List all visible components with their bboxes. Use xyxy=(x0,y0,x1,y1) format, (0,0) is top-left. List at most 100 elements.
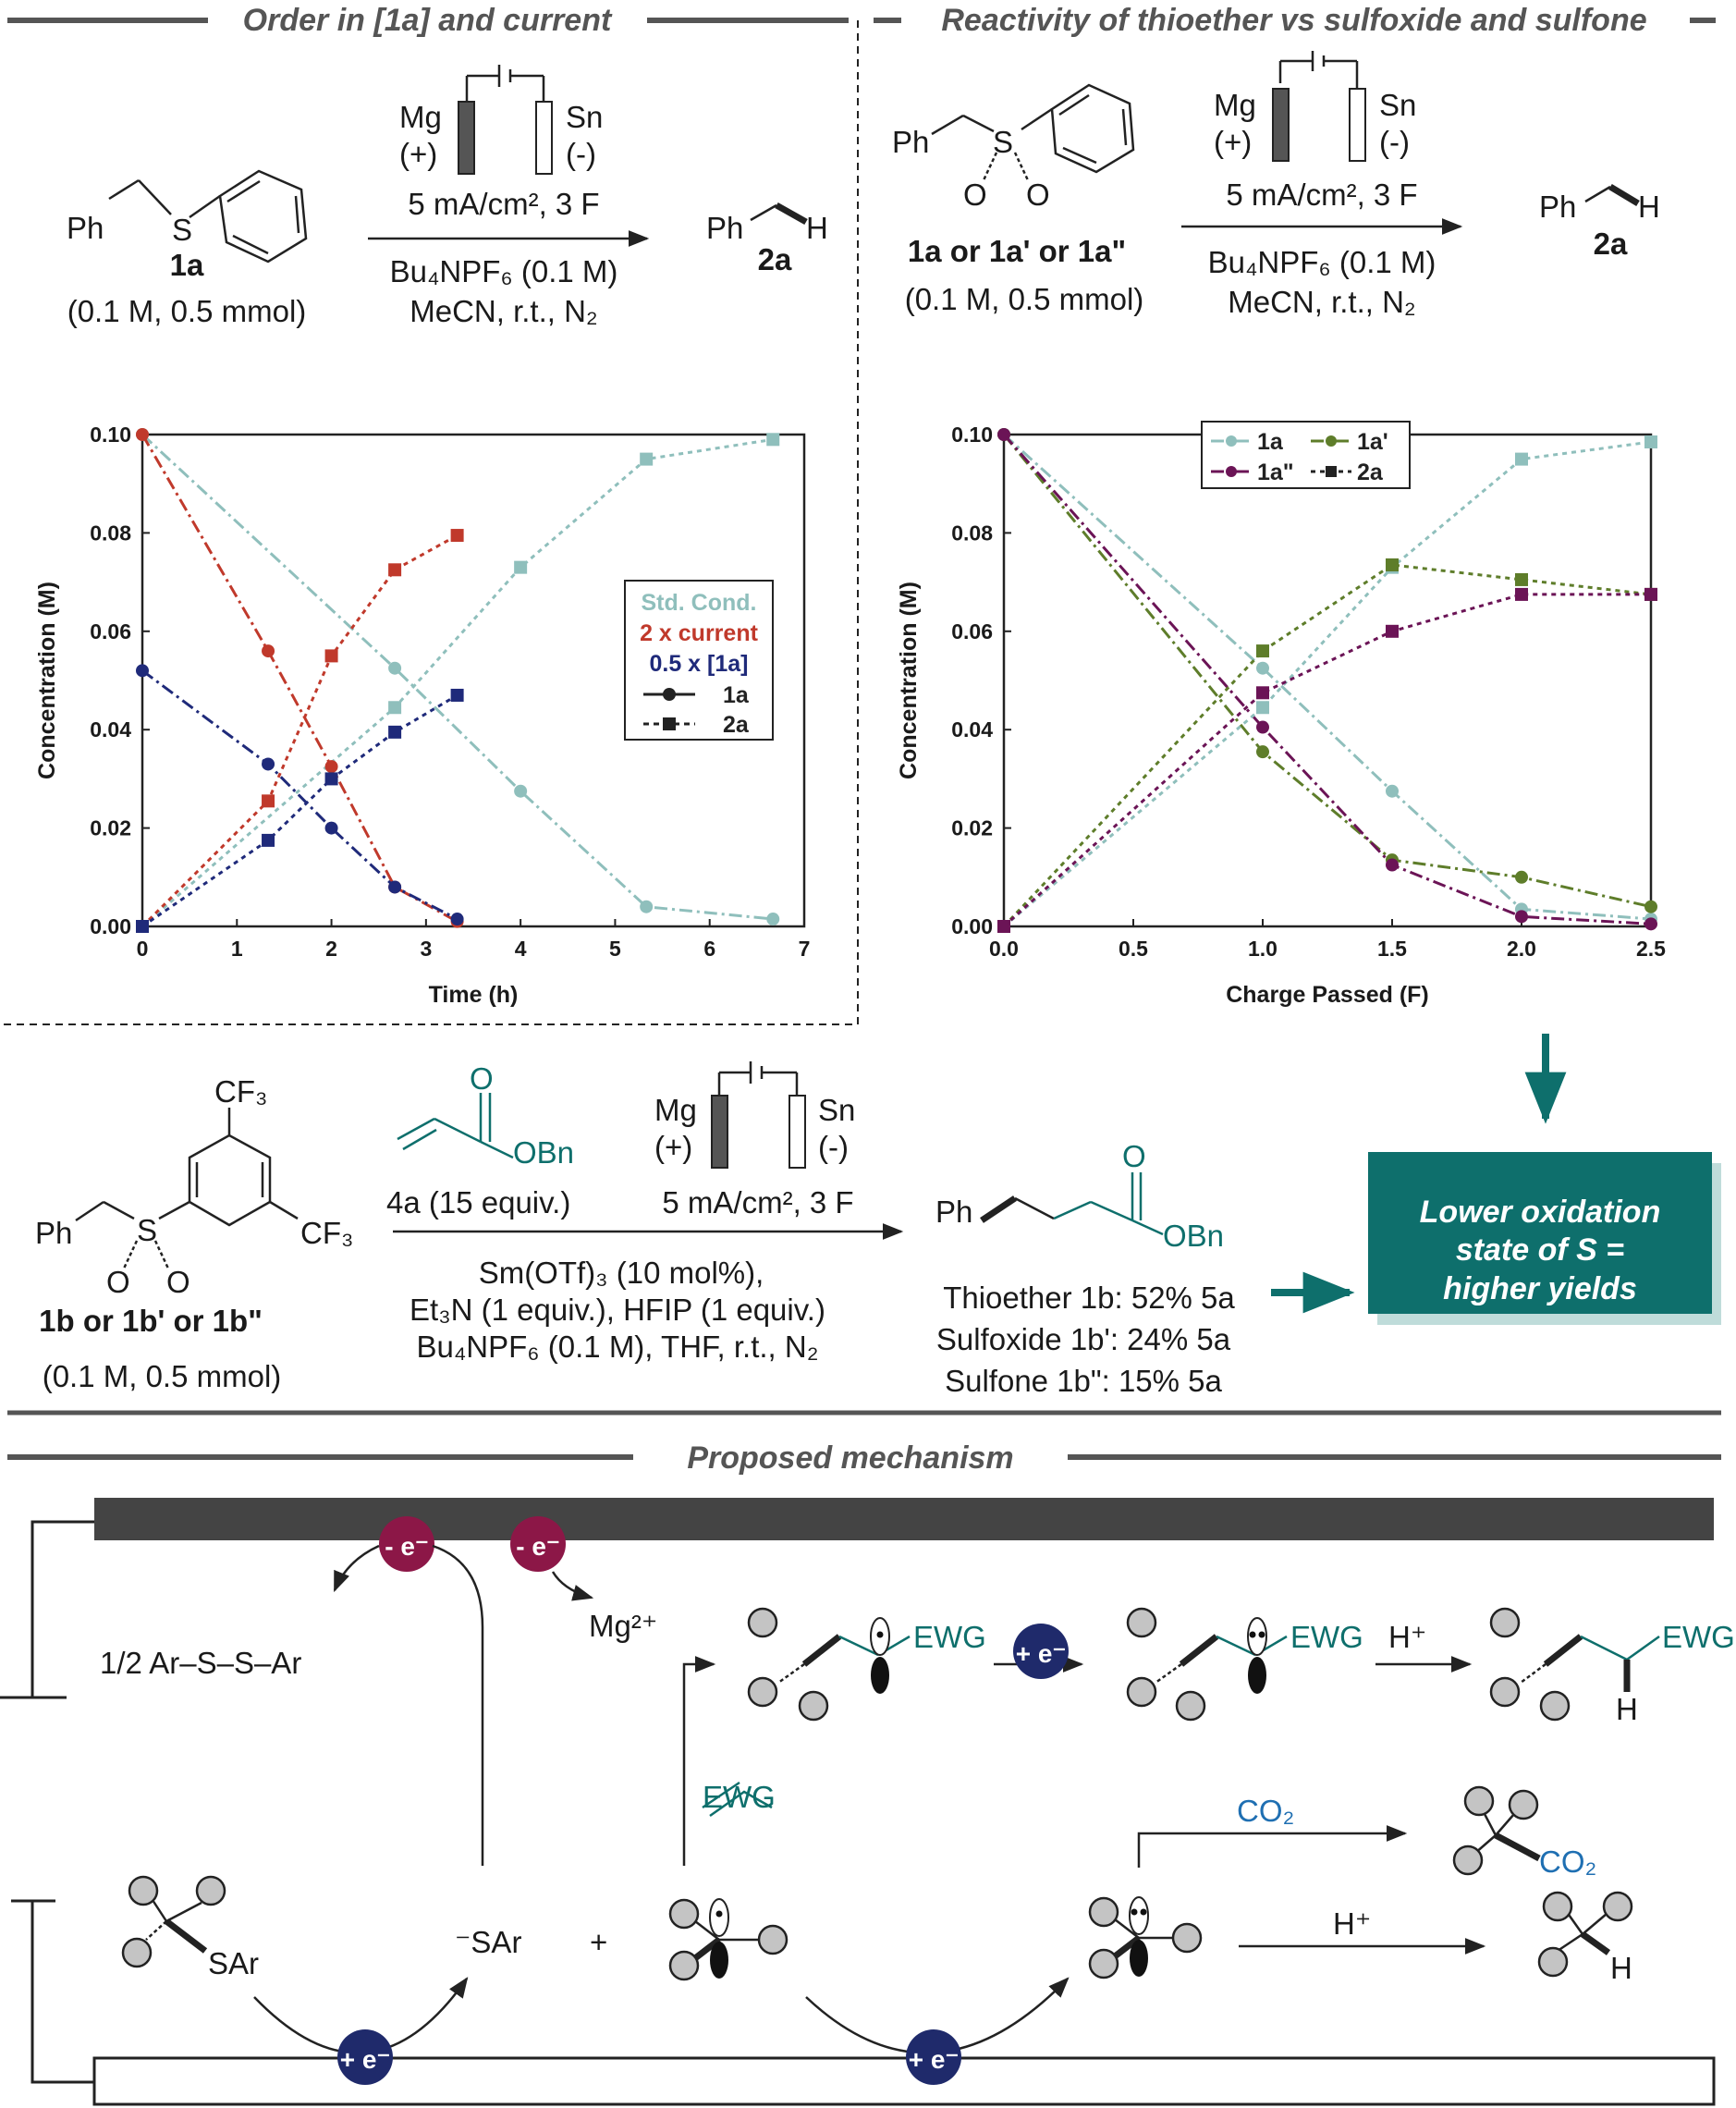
legend-marker xyxy=(1326,466,1337,477)
plot-frame xyxy=(1002,433,1653,928)
acrylate-obn: OBn xyxy=(513,1135,574,1170)
substrate-1b-label: 1b or 1b' or 1b" xyxy=(39,1304,263,1338)
disulfide: 1/2 Ar–S–S–Ar xyxy=(100,1646,301,1680)
legend-marker-circle xyxy=(663,688,676,701)
product-h-2: H xyxy=(1638,190,1660,224)
cf3-right: CF₃ xyxy=(300,1216,353,1250)
legend-box xyxy=(624,580,774,741)
current-2: 5 mA/cm², 3 F xyxy=(1226,178,1417,212)
x-tick-label: 6 xyxy=(703,937,715,961)
data-point xyxy=(1386,784,1399,798)
data-point xyxy=(766,433,780,447)
x-tick-label: 0 xyxy=(137,937,149,961)
reduction-label-3: + e⁻ xyxy=(909,2045,959,2074)
y-tick-label: 0.06 xyxy=(90,619,131,643)
product-2a-structure: Ph H xyxy=(706,202,828,245)
data-point xyxy=(1256,644,1269,658)
reduction-electron-2: + e⁻ xyxy=(337,2029,393,2085)
alkyl-radical xyxy=(668,1898,789,1981)
conditions-3a: Sm(OTf)₃ (10 mol%), xyxy=(479,1256,764,1290)
electrode-cell-1: Mg (+) Sn (-) xyxy=(399,65,603,175)
data-point xyxy=(1386,624,1399,638)
anode-wire xyxy=(0,1520,94,1699)
product-2a-label-2: 2a xyxy=(1594,227,1628,261)
section-title-mechanism: Proposed mechanism xyxy=(687,1440,1013,1476)
legend-marker xyxy=(1226,435,1237,447)
legend-entry: 2 x current xyxy=(640,620,759,646)
mg-ion: Mg²⁺ xyxy=(589,1609,657,1643)
series-line xyxy=(141,433,774,921)
yield-sulfone: Sulfone 1b": 15% 5a xyxy=(945,1364,1222,1398)
legend-entry: 2a xyxy=(1357,460,1384,485)
data-point xyxy=(388,880,402,894)
data-point xyxy=(1644,917,1657,931)
alkane-product: H xyxy=(1537,1891,1633,1985)
y-tick-label: 0.06 xyxy=(951,619,993,643)
substrate-1b-o1: O xyxy=(106,1265,130,1299)
y-tick-label: 0.04 xyxy=(951,717,993,741)
electrolyte-2: Bu₄NPF₆ (0.1 M) xyxy=(1208,245,1436,279)
adduct-ewg-2: EWG xyxy=(1290,1620,1363,1654)
legend-marker xyxy=(1226,466,1237,477)
oxidation-electron-2: - e⁻ xyxy=(510,1516,566,1572)
sulfone-o1: O xyxy=(963,178,987,212)
y-tick-label: 0.08 xyxy=(90,521,131,545)
y-axis-label: Concentration (M) xyxy=(34,582,60,779)
data-point xyxy=(324,821,338,835)
s-text: S xyxy=(172,213,192,247)
disulfide-arrow xyxy=(333,1544,380,1593)
adduct-ewg-1: EWG xyxy=(913,1620,986,1654)
chart-charge-passed: 0.0 0.5 1.0 1.5 2.0 2.5 0.00 0.02 0.04 0.06 0.08 0.… xyxy=(896,421,1666,1008)
substrate-1b-conc: (0.1 M, 0.5 mmol) xyxy=(43,1359,282,1393)
cf3-top: CF₃ xyxy=(214,1074,267,1109)
reaction-3: Ph S O O CF₃ CF₃ 1b or 1b' or 1b" (0.1 M… xyxy=(35,1034,1721,1398)
data-point xyxy=(1644,587,1657,601)
conditions-3c: Bu₄NPF₆ (0.1 M), THF, r.t., N₂ xyxy=(416,1330,818,1364)
x-tick-label: 4 xyxy=(515,937,527,961)
substrate-1a-series-label: 1a or 1a' or 1a" xyxy=(908,234,1126,268)
conditions-2: MeCN, r.t., N₂ xyxy=(1228,285,1416,319)
data-point xyxy=(262,757,275,771)
data-point xyxy=(1515,870,1528,884)
substrate-1a-structure xyxy=(108,169,308,264)
cathode-label-2: Sn xyxy=(1379,88,1416,122)
conclusion-line-2: state of S = xyxy=(1456,1232,1624,1268)
thiolate-oxidation-arrow xyxy=(432,1544,484,1866)
data-point xyxy=(262,794,275,808)
acrylate-4a-structure xyxy=(397,1093,514,1159)
conclusion-line-1: Lower oxidation xyxy=(1420,1195,1661,1230)
series-line xyxy=(1002,563,1652,928)
data-point xyxy=(640,900,654,913)
data-point xyxy=(388,725,402,739)
data-point xyxy=(324,772,338,786)
anode-label-2: Mg xyxy=(1214,88,1256,122)
data-point xyxy=(1515,452,1528,466)
alkene-bond xyxy=(702,1781,773,1818)
cathode-wire xyxy=(11,1899,94,2084)
substrate-1b-o2: O xyxy=(166,1265,190,1299)
data-point xyxy=(1644,435,1657,448)
chart-time-course: 0 1 2 3 4 5 6 7 0.00 0.02 0.04 0.06 0.08 0.10 Time (h)… xyxy=(34,423,810,1008)
yield-thioether: Thioether 1b: 52% 5a xyxy=(943,1281,1235,1315)
data-point xyxy=(640,452,654,466)
radical-adduct-1: EWG xyxy=(747,1607,986,1722)
product-ph-2: Ph xyxy=(1539,190,1576,224)
legend-marker xyxy=(1326,435,1337,447)
reduction-electron-3: + e⁻ xyxy=(906,2029,961,2085)
data-point xyxy=(136,664,149,678)
x-tick-label: 0.5 xyxy=(1119,937,1148,961)
section-header-order: Order in [1a] and current xyxy=(7,3,849,38)
data-point xyxy=(262,644,275,658)
section-header-mechanism: Proposed mechanism xyxy=(7,1440,1721,1476)
conditions-3b: Et₃N (1 equiv.), HFIP (1 equiv.) xyxy=(410,1293,825,1327)
data-point xyxy=(1386,858,1399,872)
product-5a-obn: OBn xyxy=(1163,1219,1224,1253)
sulfone-s: S xyxy=(993,125,1013,159)
data-point xyxy=(997,920,1010,933)
data-point xyxy=(1644,900,1657,913)
legend-entry: 1a" xyxy=(1257,460,1294,485)
x-tick-label: 7 xyxy=(799,937,811,961)
current-3: 5 mA/cm², 3 F xyxy=(662,1185,853,1219)
data-point xyxy=(388,701,402,715)
electrolyte-1: Bu₄NPF₆ (0.1 M) xyxy=(390,254,618,288)
